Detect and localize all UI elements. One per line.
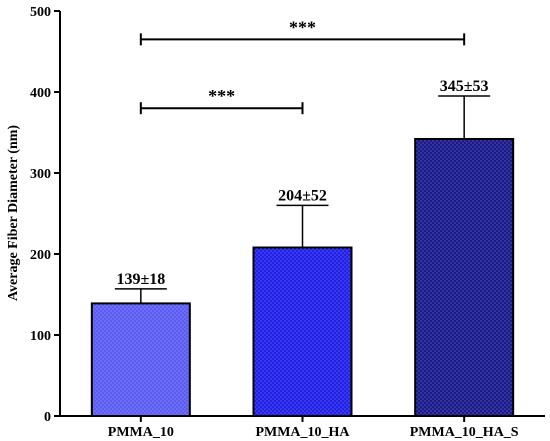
significance-label: *** (208, 86, 235, 106)
y-tick-label: 300 (30, 167, 51, 182)
x-tick-label: PMMA_10_HA_S (410, 425, 519, 440)
y-axis-label: Average Fiber Diameter (nm) (6, 125, 21, 301)
data-label: 204±52 (278, 187, 327, 204)
y-tick-label: 0 (44, 410, 51, 425)
y-tick-label: 200 (30, 248, 51, 263)
y-tick-label: 400 (30, 86, 51, 101)
bar-texture (91, 303, 190, 416)
y-tick-label: 100 (30, 329, 51, 344)
x-tick-label: PMMA_10_HA (255, 425, 350, 440)
x-tick-label: PMMA_10 (108, 425, 174, 440)
bar-texture (415, 138, 514, 417)
data-label: 139±18 (116, 271, 165, 288)
significance-label: *** (289, 17, 316, 37)
y-tick-label: 500 (30, 5, 51, 20)
data-label: 345±53 (440, 78, 489, 95)
bar-texture (253, 247, 352, 416)
plot-area: 139±18 204±52 345±53 *** *** 0 100 200 300 400 500… (30, 5, 545, 440)
